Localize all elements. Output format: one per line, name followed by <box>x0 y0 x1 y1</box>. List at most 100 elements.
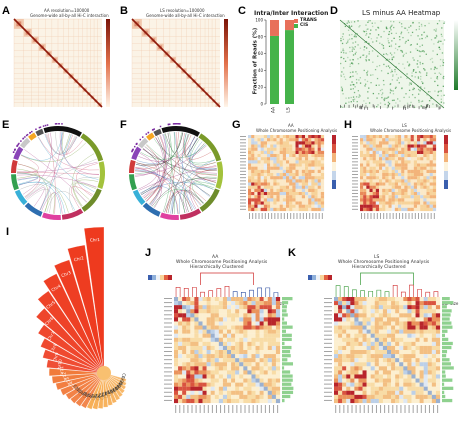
clustered-heatmap-cell <box>218 305 224 310</box>
diff-heatmap-cell <box>420 105 423 107</box>
heatmap-cell <box>369 201 373 205</box>
clustered-heatmap-cell <box>255 370 260 375</box>
clustered-side-bar <box>282 382 292 386</box>
clustered-heatmap-cell <box>350 398 355 404</box>
clustered-heatmap-cell <box>338 370 343 375</box>
diff-heatmap-cell <box>388 58 391 61</box>
heatmap-cell <box>320 138 325 142</box>
heatmap-cell <box>286 141 290 145</box>
clustered-heatmap-cell <box>370 362 375 367</box>
clustered-heatmap-cell <box>399 301 404 306</box>
clustered-heatmap-cell <box>411 317 416 322</box>
heatmap-cell <box>308 179 312 183</box>
dendrogram-branch <box>216 288 222 297</box>
diff-heatmap-cell <box>405 93 407 95</box>
diff-heatmap-cell <box>443 21 446 23</box>
heatmap-cell <box>263 169 268 174</box>
clustered-heatmap-cell <box>206 382 211 387</box>
circos-track-mark <box>29 131 31 134</box>
diff-heatmap-cell <box>356 33 358 35</box>
clustered-heatmap-cell <box>178 378 183 383</box>
clustered-heatmap-cell <box>399 321 404 326</box>
heatmap-cell <box>314 179 318 183</box>
clustered-side-bar <box>282 374 293 378</box>
clustered-heatmap-cell <box>395 390 400 395</box>
heatmap-cell <box>426 182 430 186</box>
heatmap-cell <box>366 182 370 186</box>
heatmap-cell <box>248 160 252 164</box>
clustered-heatmap-cell <box>251 366 256 371</box>
clustered-col-label-mark <box>207 405 209 413</box>
clustered-heatmap-cell <box>178 305 183 310</box>
diff-heatmap-cell <box>418 101 420 103</box>
diff-heatmap-cell <box>368 42 370 45</box>
diff-heatmap-cell <box>428 22 430 25</box>
heatmap-cell <box>394 182 399 186</box>
heatmap-cell <box>363 157 367 161</box>
heatmap-cell <box>257 188 261 193</box>
clustered-heatmap-cell <box>202 309 207 314</box>
clustered-heatmap-cell <box>235 341 240 347</box>
heatmap-cell <box>366 144 370 148</box>
diff-heatmap-tick <box>397 104 399 108</box>
clustered-heatmap-cell <box>346 301 351 306</box>
diff-heatmap-cell <box>343 57 345 60</box>
diff-heatmap-cell <box>389 52 392 54</box>
clustered-heatmap-cell <box>427 350 432 355</box>
heatmap-cell <box>375 201 380 205</box>
clustered-heatmap-cell <box>190 341 195 347</box>
circos-link <box>143 186 162 205</box>
heatmap-cell <box>429 195 433 199</box>
clustered-col-label-mark <box>412 405 414 413</box>
diff-heatmap-cell <box>403 27 406 29</box>
diff-heatmap-tick <box>436 104 438 108</box>
clustered-row-label-mark <box>324 298 332 299</box>
dendrogram-branch <box>360 290 365 297</box>
circos-link <box>72 153 95 207</box>
clustered-heatmap-cell <box>395 305 400 310</box>
diff-heatmap-cell <box>370 38 373 40</box>
circos-track-mark <box>147 131 150 134</box>
heatmap-cell <box>410 192 414 196</box>
heatmap-cell <box>317 182 321 186</box>
dendrogram-branch <box>352 289 357 297</box>
heatmap-cell <box>311 154 315 158</box>
diff-heatmap-cell <box>384 98 386 100</box>
circos-chromosome-segment <box>14 189 28 206</box>
heatmap-cell <box>413 198 418 202</box>
heatmap-cell <box>394 176 399 180</box>
clustered-col-label-mark <box>351 405 353 413</box>
heatmap-cell <box>429 150 433 155</box>
diff-heatmap-cell <box>340 86 343 88</box>
diff-heatmap-cell <box>348 25 350 27</box>
clustered-heatmap-cell <box>407 321 412 326</box>
panel-a-title-line1: AA resolution=100000 <box>44 8 90 13</box>
clustered-heatmap-cell <box>263 309 268 314</box>
clustered-heatmap-cell <box>251 297 256 302</box>
clustered-heatmap-cell <box>427 313 432 318</box>
clustered-heatmap-cell <box>382 378 388 383</box>
heatmap-cell <box>420 204 424 208</box>
diff-heatmap-cell <box>349 65 351 68</box>
clustered-heatmap-cell <box>411 305 416 310</box>
heatmap-cell <box>263 176 268 180</box>
circos-link <box>135 170 202 206</box>
heatmap-cell <box>267 150 271 155</box>
diff-heatmap-cell <box>410 82 413 84</box>
diff-heatmap-cell <box>418 28 420 30</box>
heatmap-cell <box>317 157 321 161</box>
diff-heatmap-cell <box>367 91 369 93</box>
diff-heatmap-cell <box>408 63 411 65</box>
heatmap-cell <box>282 204 287 208</box>
clustered-heatmap-cell <box>218 313 224 318</box>
diff-heatmap-cell <box>393 99 395 101</box>
heatmap-cell <box>382 182 386 186</box>
clustered-heatmap-cell <box>247 301 252 306</box>
heatmap-cell <box>404 157 408 161</box>
diff-heatmap-cell <box>391 56 393 59</box>
dendrogram-root <box>360 272 414 285</box>
heatmap-cell <box>432 207 437 212</box>
clustered-heatmap-cell <box>395 374 400 379</box>
clustered-heatmap-cell <box>419 345 424 351</box>
heatmap-cell <box>279 166 283 170</box>
